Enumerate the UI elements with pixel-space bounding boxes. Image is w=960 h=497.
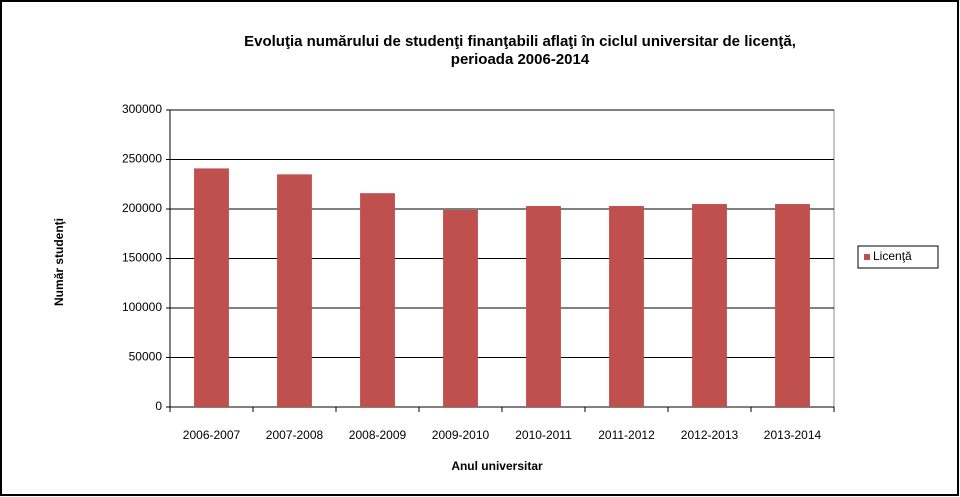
y-tick-label: 100000 [122, 300, 162, 314]
bar [526, 206, 561, 407]
y-tick-label: 50000 [129, 350, 163, 364]
x-tick-label: 2010-2011 [515, 428, 572, 442]
bar [194, 168, 229, 407]
x-tick-label: 2006-2007 [183, 428, 241, 442]
y-tick-label: 0 [155, 399, 162, 413]
x-tick-label: 2011-2012 [598, 428, 655, 442]
chart-title: perioada 2006-2014 [451, 51, 590, 68]
x-tick-label: 2008-2009 [349, 428, 407, 442]
x-axis-title: Anul universitar [451, 459, 543, 473]
bar [609, 206, 644, 407]
x-tick-label: 2007-2008 [266, 428, 324, 442]
y-tick-label: 200000 [122, 201, 162, 215]
bar [277, 174, 312, 407]
bar [692, 204, 727, 407]
bar [775, 204, 810, 407]
y-axis-title: Număr studenţi [52, 218, 66, 306]
y-tick-label: 300000 [122, 102, 162, 116]
chart-title: Evoluţia numărului de studenţi finanţabi… [244, 33, 796, 50]
y-tick-label: 150000 [122, 251, 162, 265]
y-tick-label: 250000 [122, 152, 162, 166]
x-tick-label: 2009-2010 [432, 428, 490, 442]
x-tick-label: 2012-2013 [681, 428, 739, 442]
bar [360, 193, 395, 407]
legend-label: Licenţă [873, 249, 912, 263]
legend-swatch [864, 254, 870, 260]
legend-box [857, 245, 939, 269]
bar [443, 209, 478, 407]
x-tick-label: 2013-2014 [764, 428, 822, 442]
